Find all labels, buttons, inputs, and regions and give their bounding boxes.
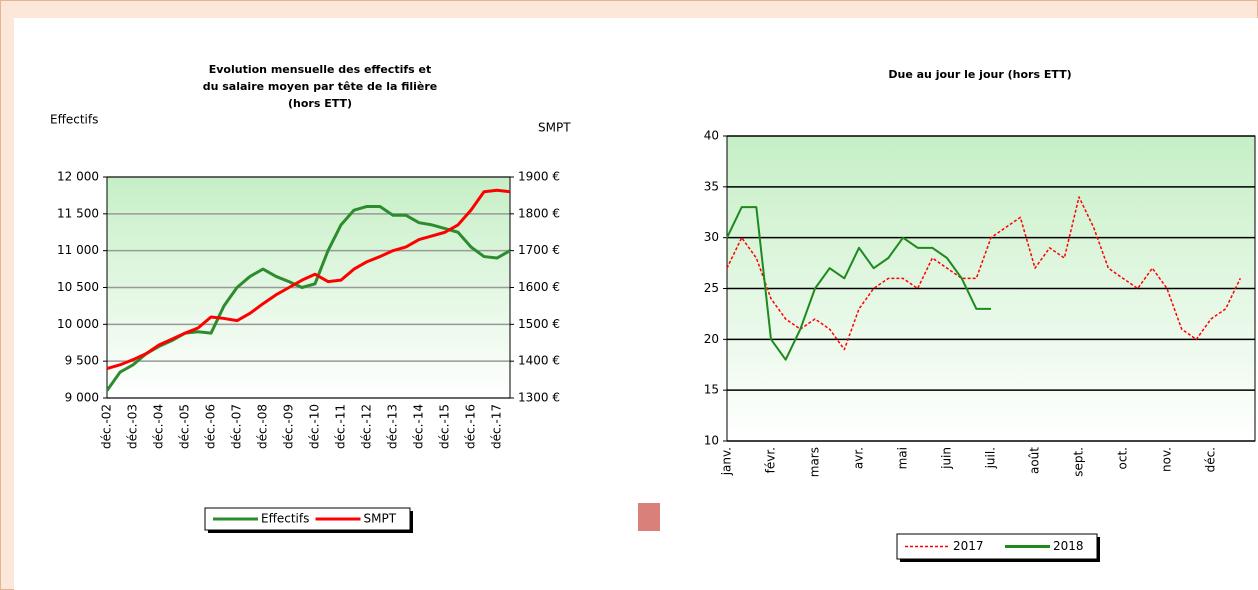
x-tick-label: déc.-05 bbox=[178, 404, 192, 449]
series-line bbox=[726, 196, 1242, 351]
y2-tick-label: 1500 € bbox=[518, 317, 560, 331]
y2-tick-label: 1700 € bbox=[518, 243, 560, 257]
x-tick-label: déc.-09 bbox=[282, 404, 296, 449]
y-tick-label: 10 bbox=[704, 434, 719, 448]
y2-tick-label: 1800 € bbox=[518, 206, 560, 220]
y-tick-label: 25 bbox=[704, 281, 719, 295]
y-tick-label: 30 bbox=[704, 230, 719, 244]
x-tick-label: août bbox=[1028, 447, 1042, 474]
y-tick-label: 9 000 bbox=[65, 391, 99, 405]
x-tick-label: déc.-14 bbox=[412, 404, 426, 449]
x-tick-label: déc.-12 bbox=[360, 404, 374, 449]
y-tick-label: 10 000 bbox=[57, 317, 99, 331]
x-tick-label: sept. bbox=[1072, 447, 1086, 477]
y2-axis-label: SMPT bbox=[538, 121, 571, 135]
y2-tick-label: 1300 € bbox=[518, 391, 560, 405]
x-tick-label: déc. bbox=[1204, 447, 1218, 472]
x-tick-label: déc.-17 bbox=[490, 404, 504, 449]
y-tick-label: 10 500 bbox=[57, 280, 99, 294]
y-tick-label: 11 500 bbox=[57, 206, 99, 220]
y-tick-label: 15 bbox=[704, 383, 719, 397]
plot-border bbox=[726, 135, 1256, 442]
x-tick-label: déc.-06 bbox=[204, 404, 218, 449]
x-tick-label: janv. bbox=[720, 447, 734, 476]
x-tick-label: déc.-07 bbox=[230, 404, 244, 449]
x-tick-label: juin bbox=[940, 447, 954, 470]
series-line bbox=[726, 206, 991, 361]
legend bbox=[204, 507, 411, 531]
x-tick-label: juil. bbox=[984, 447, 998, 469]
x-tick-label: avr. bbox=[852, 447, 866, 469]
legend-label: 2017 bbox=[953, 539, 984, 553]
legend-label: Effectifs bbox=[261, 512, 309, 526]
x-tick-label: oct. bbox=[1116, 447, 1130, 469]
x-tick-label: déc.-16 bbox=[464, 404, 478, 449]
x-tick-label: mai bbox=[896, 447, 910, 469]
x-tick-label: déc.-03 bbox=[126, 404, 140, 449]
plot-border bbox=[106, 176, 511, 399]
x-tick-label: déc.-08 bbox=[256, 404, 270, 449]
x-tick-label: déc.-02 bbox=[100, 404, 114, 449]
chart-title: Due au jour le jour (hors ETT) bbox=[888, 68, 1071, 81]
x-tick-label: févr. bbox=[764, 447, 778, 473]
x-tick-label: déc.-11 bbox=[334, 404, 348, 449]
x-tick-label: nov. bbox=[1160, 447, 1174, 472]
x-tick-label: déc.-04 bbox=[152, 404, 166, 449]
marker-square bbox=[638, 503, 660, 531]
y-tick-label: 12 000 bbox=[57, 170, 99, 184]
y2-tick-label: 1600 € bbox=[518, 280, 560, 294]
legend-label: SMPT bbox=[364, 512, 397, 526]
y2-tick-label: 1900 € bbox=[518, 170, 560, 184]
legend-label: 2018 bbox=[1053, 539, 1084, 553]
y-tick-label: 40 bbox=[704, 129, 719, 143]
y-tick-label: 35 bbox=[704, 179, 719, 193]
y-axis-label: Effectifs bbox=[50, 113, 98, 127]
y2-tick-label: 1400 € bbox=[518, 354, 560, 368]
x-tick-label: déc.-15 bbox=[438, 404, 452, 449]
chart-title: Evolution mensuelle des effectifs et bbox=[209, 63, 432, 76]
y-tick-label: 9 500 bbox=[65, 354, 99, 368]
chart-title: (hors ETT) bbox=[288, 97, 352, 110]
x-tick-label: déc.-10 bbox=[308, 404, 322, 449]
series-line bbox=[106, 188, 511, 370]
y-tick-label: 11 000 bbox=[57, 243, 99, 257]
x-tick-label: mars bbox=[808, 447, 822, 477]
x-tick-label: déc.-13 bbox=[386, 404, 400, 449]
chart-title: du salaire moyen par tête de la filière bbox=[203, 80, 438, 93]
y-tick-label: 20 bbox=[704, 332, 719, 346]
